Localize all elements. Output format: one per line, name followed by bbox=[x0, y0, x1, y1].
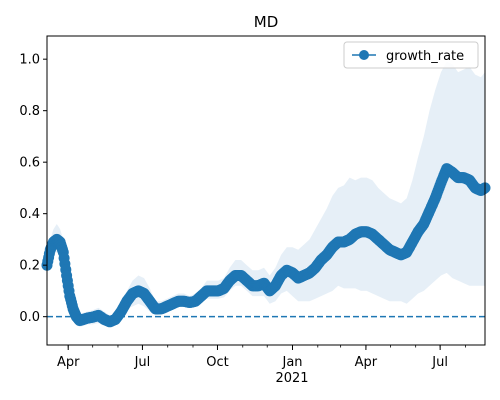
x-axis: Apr Jul Oct Jan Apr Jul bbox=[57, 345, 466, 370]
x-tick-label: Apr bbox=[355, 355, 378, 370]
x-tick-label: Jan bbox=[281, 355, 302, 370]
y-tick-label: 0.0 bbox=[19, 310, 40, 325]
series-growth-rate bbox=[41, 163, 491, 328]
y-tick-label: 0.4 bbox=[19, 207, 40, 222]
x-tick-label: Apr bbox=[57, 355, 80, 370]
plot-frame bbox=[46, 35, 486, 346]
y-tick-label: 0.8 bbox=[19, 104, 40, 119]
x-year-label: 2021 bbox=[275, 371, 308, 386]
y-axis: 0.0 0.2 0.4 0.6 0.8 1.0 bbox=[19, 53, 47, 325]
y-tick-label: 1.0 bbox=[19, 53, 40, 68]
confidence-band bbox=[47, 61, 485, 328]
x-tick-label: Oct bbox=[206, 355, 228, 370]
legend: growth_rate bbox=[343, 41, 479, 69]
y-tick-label: 0.6 bbox=[19, 156, 40, 171]
x-tick-label: Jul bbox=[134, 355, 151, 370]
legend-label: growth_rate bbox=[386, 49, 464, 64]
legend-box bbox=[343, 41, 479, 69]
chart-title: MD bbox=[254, 13, 279, 31]
legend-marker-sample bbox=[359, 50, 369, 60]
x-tick-label: Jul bbox=[431, 355, 448, 370]
band-area bbox=[47, 61, 485, 328]
y-tick-label: 0.2 bbox=[19, 259, 40, 274]
